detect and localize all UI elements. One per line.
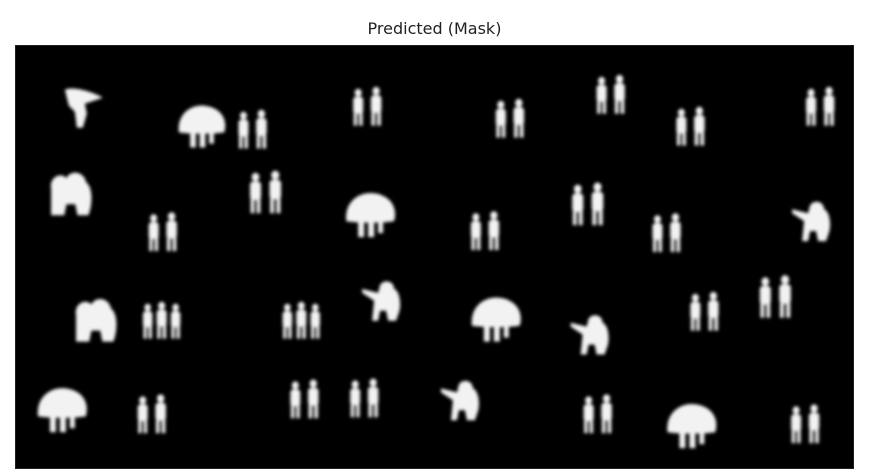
mask-canvas	[16, 46, 853, 468]
mask-blob	[362, 281, 401, 321]
mask-blob	[75, 298, 117, 342]
mask-blob	[350, 378, 379, 418]
mask-blob	[596, 74, 625, 114]
mask-blob	[583, 394, 612, 434]
mask-blob	[178, 105, 226, 148]
mask-blob	[667, 404, 717, 449]
mask-blob	[806, 86, 835, 126]
mask-blob	[238, 109, 267, 149]
mask-blob	[148, 212, 177, 252]
mask-blob	[37, 388, 87, 433]
mask-blob	[50, 172, 92, 216]
mask-blob	[250, 170, 282, 214]
mask-blob	[346, 193, 396, 238]
mask-blob	[353, 86, 382, 126]
predicted-mask-image	[15, 45, 854, 469]
figure-title: Predicted (Mask)	[367, 19, 502, 38]
mask-blob	[137, 394, 166, 434]
mask-blob	[572, 182, 604, 226]
mask-blob	[470, 211, 500, 251]
mask-blob	[64, 88, 103, 128]
mask-blob	[792, 201, 831, 242]
mask-blob	[471, 297, 521, 342]
mask-blob	[440, 380, 479, 421]
mask-blob	[142, 301, 181, 339]
mask-blob	[791, 404, 820, 444]
mask-blob	[495, 98, 525, 138]
mask-blob	[290, 379, 319, 419]
mask-blob	[759, 275, 791, 318]
mask-blob	[652, 213, 681, 253]
mask-blob	[282, 301, 321, 339]
mask-blob	[676, 106, 705, 146]
mask-blob	[570, 315, 609, 355]
mask-blob	[690, 291, 719, 331]
